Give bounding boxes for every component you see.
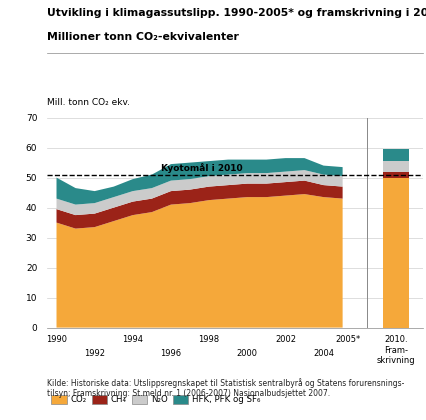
Bar [382,149,409,161]
Text: Mill. tonn CO₂ ekv.: Mill. tonn CO₂ ekv. [47,98,130,107]
Bar [382,178,409,328]
Bar [382,161,409,172]
Text: Kilde: Historiske data: Utslippsregnskapet til Statistisk sentralbyrå og Statens: Kilde: Historiske data: Utslippsregnskap… [47,378,403,398]
Text: Kyotomål i 2010: Kyotomål i 2010 [161,163,242,173]
Text: Utvikling i klimagassutslipp. 1990-2005* og framskrivning i 2010.: Utvikling i klimagassutslipp. 1990-2005*… [47,8,426,18]
Bar [382,172,409,178]
Text: Millioner tonn CO₂-ekvivalenter: Millioner tonn CO₂-ekvivalenter [47,32,238,42]
Legend: CO₂, CH₄, N₂O, HFK, PFK og SF₆: CO₂, CH₄, N₂O, HFK, PFK og SF₆ [51,395,259,404]
